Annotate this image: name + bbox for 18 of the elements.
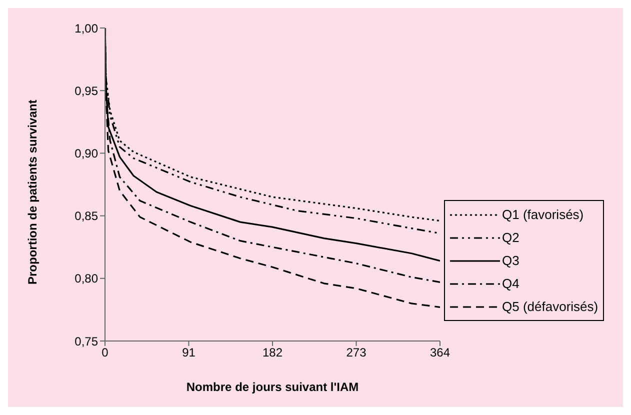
legend-label: Q1 (favorisés) xyxy=(502,206,584,224)
x-tick-label: 273 xyxy=(346,346,367,360)
legend-label: Q4 xyxy=(502,275,520,293)
x-tick-label: 0 xyxy=(102,346,109,360)
legend-label: Q3 xyxy=(502,252,520,270)
y-tick-label: 1,00 xyxy=(74,21,98,36)
y-tick-label: 0,90 xyxy=(74,146,98,160)
x-axis-title: Nombre de jours suivant l'IAM xyxy=(186,380,359,394)
x-tick-label: 91 xyxy=(182,346,196,360)
y-tick-label: 0,95 xyxy=(74,84,98,98)
y-tick-label: 0,75 xyxy=(74,334,98,348)
legend-label: Q5 (défavorisés) xyxy=(502,298,598,316)
y-axis-title: Proportion de patients survivant xyxy=(25,100,40,284)
x-tick-label: 182 xyxy=(262,346,283,360)
y-tick-label: 0,80 xyxy=(74,272,98,286)
legend-label: Q2 xyxy=(502,229,520,247)
y-tick-label: 0,85 xyxy=(74,209,98,224)
x-tick-label: 364 xyxy=(430,346,450,360)
